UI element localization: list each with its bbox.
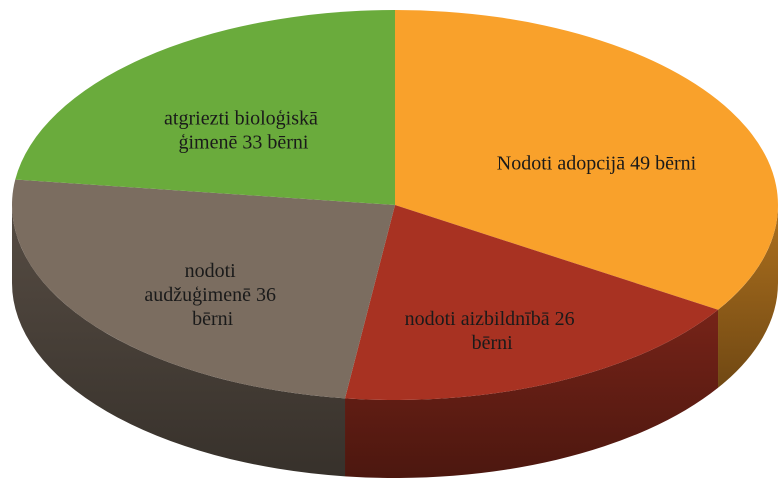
label-line: bērni (472, 332, 514, 354)
pie-side (345, 309, 719, 479)
label-line: nodoti (185, 260, 241, 282)
pie-slice (15, 10, 396, 205)
label-line: Nodoti adopcijā 49 bērni (497, 152, 697, 174)
data-label: Nodoti adopcijā 49 bērni (497, 152, 697, 174)
data-label: nodoti audžuģimenē 36 bērni (144, 260, 281, 330)
data-label: atgriezti bioloģiskā ģimenē 33 bērni (164, 108, 323, 154)
label-line: nodoti aizbildnībā 26 (405, 308, 580, 330)
label-line: bērni (192, 308, 234, 330)
data-label: nodoti aizbildnībā 26 bērni (405, 308, 580, 354)
label-line: ģimenē 33 bērni (178, 132, 308, 154)
label-line: atgriezti bioloģiskā (164, 108, 323, 130)
pie-slice (345, 205, 719, 401)
pie-side (12, 205, 346, 477)
label-line: audžuģimenē 36 (144, 284, 281, 306)
pie-slice (11, 179, 395, 399)
pie-side (718, 205, 778, 388)
pie-slice (395, 10, 779, 310)
